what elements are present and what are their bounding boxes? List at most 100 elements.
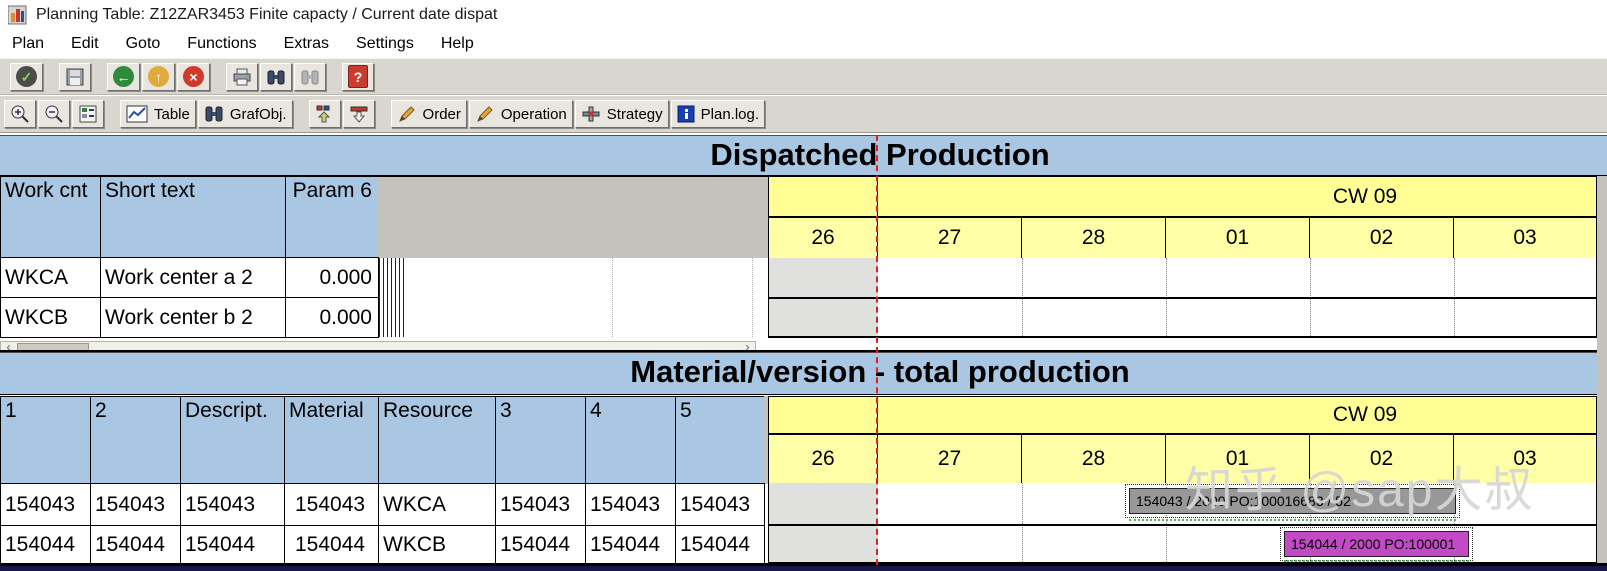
value-cell[interactable]: 154044: [495, 525, 586, 565]
deallocate-button[interactable]: [342, 100, 375, 128]
graf-obj-label: GrafObj.: [229, 105, 287, 123]
day-header: 28: [1021, 217, 1166, 259]
binoculars-icon: [266, 67, 286, 87]
binoculars-next-icon: [300, 67, 320, 87]
descript-cell[interactable]: 154043: [180, 483, 285, 526]
cancel-x-icon: ×: [183, 66, 204, 87]
operation-label: Operation: [500, 105, 567, 123]
gantt-area-dispatched[interactable]: [768, 258, 1597, 338]
column-guide-dotted: [752, 258, 753, 337]
back-button[interactable]: ←: [107, 62, 140, 91]
bottom-divider: [0, 563, 1607, 566]
print-button[interactable]: [226, 62, 258, 91]
short-text-cell[interactable]: Work center b 2: [100, 297, 286, 338]
column-header-5: 5: [675, 396, 765, 484]
short-text-cell[interactable]: Work center a 2: [100, 257, 286, 298]
chart-icon: [126, 105, 148, 123]
cancel-button[interactable]: ×: [177, 62, 210, 91]
menu-bar: Plan Edit Goto Functions Extras Settings…: [0, 30, 1607, 58]
column-header-short-text: Short text: [100, 176, 286, 258]
day-separator: [1454, 483, 1455, 562]
column-header-material: Material: [284, 396, 379, 484]
descript-cell[interactable]: 154044: [180, 525, 285, 565]
work-center-cell[interactable]: WKCB: [0, 297, 101, 338]
plan-log-button[interactable]: Plan.log.: [670, 100, 766, 128]
day-header: 26: [768, 217, 878, 259]
find-button[interactable]: [260, 62, 292, 91]
value-cell[interactable]: 154044: [585, 525, 676, 565]
column-header-2: 2: [90, 396, 181, 484]
material-cell[interactable]: 154044: [0, 525, 91, 565]
help-button[interactable]: ?: [342, 62, 374, 91]
watermark-text: 知乎 @sap大叔: [1185, 464, 1535, 517]
graf-obj-button[interactable]: GrafObj.: [197, 100, 293, 128]
value-cell[interactable]: 154043: [495, 483, 586, 526]
title-bar: Planning Table: Z12ZAR3453 Finite capact…: [0, 0, 1607, 30]
work-center-cell[interactable]: WKCA: [0, 257, 101, 298]
table-view-label: Table: [154, 105, 190, 123]
up-arrow-icon: ↑: [148, 66, 169, 87]
menu-edit[interactable]: Edit: [71, 35, 99, 52]
scroll-left-arrow[interactable]: ‹: [6, 340, 11, 354]
zoom-out-icon: [44, 104, 64, 124]
column-header-3: 3: [495, 396, 586, 484]
week-header-empty-cell: [768, 176, 878, 218]
day-header: 01: [1165, 217, 1310, 259]
collapsed-columns-stripes: [379, 258, 405, 337]
app-icon: [8, 5, 28, 25]
material-cell[interactable]: 154044: [90, 525, 181, 565]
detail-list-button[interactable]: [72, 100, 104, 128]
order-bar-154043[interactable]: 154043 / 2000 PO:100016683 / 52: [1125, 484, 1460, 518]
zoom-out-button[interactable]: [38, 100, 70, 128]
exit-button[interactable]: ↑: [142, 62, 175, 91]
zoom-in-button[interactable]: [4, 100, 36, 128]
column-header-resource: Resource: [378, 396, 496, 484]
section-divider: [0, 350, 1607, 352]
window-bottom-edge: [0, 566, 1607, 571]
application-toolbar: Table GrafObj. Order: [0, 96, 1607, 133]
column-header-descript: Descript.: [180, 396, 285, 484]
menu-plan[interactable]: Plan: [12, 35, 45, 52]
selection-underline: [1129, 519, 1456, 521]
order-button[interactable]: Order: [390, 100, 467, 128]
strategy-label: Strategy: [606, 105, 663, 123]
find-next-button[interactable]: [294, 62, 326, 91]
header-filler-area: [378, 176, 769, 258]
operation-button[interactable]: Operation: [468, 100, 573, 128]
material-cell[interactable]: 154043: [90, 483, 181, 526]
week-header-cell: CW 09: [877, 176, 1597, 218]
param6-cell[interactable]: 0.000: [285, 297, 379, 338]
pencil-icon: [475, 104, 495, 124]
material-cell[interactable]: 154043: [284, 483, 379, 526]
value-cell[interactable]: 154044: [675, 525, 765, 565]
deallocate-icon: [349, 104, 369, 124]
menu-goto[interactable]: Goto: [125, 35, 161, 52]
day-header: 27: [877, 217, 1022, 259]
menu-settings[interactable]: Settings: [356, 35, 414, 52]
day-header: 03: [1453, 217, 1597, 259]
table-view-button[interactable]: Table: [120, 100, 196, 128]
value-cell[interactable]: 154043: [585, 483, 676, 526]
order-label: Order: [422, 105, 461, 123]
dispatch-button[interactable]: [308, 100, 341, 128]
save-button[interactable]: [59, 62, 91, 91]
param6-cell[interactable]: 0.000: [285, 257, 379, 298]
material-cell[interactable]: 154044: [284, 525, 379, 565]
column-header-work-cnt: Work cnt: [0, 176, 101, 258]
detail-list-icon: [78, 104, 98, 124]
current-date-line: [876, 135, 878, 565]
resource-cell[interactable]: WKCB: [378, 525, 496, 565]
material-cell[interactable]: 154043: [0, 483, 91, 526]
info-icon: [677, 105, 695, 123]
order-bar-154044[interactable]: 154044 / 2000 PO:100001: [1280, 527, 1473, 561]
menu-extras[interactable]: Extras: [283, 35, 330, 52]
strategy-button[interactable]: Strategy: [574, 100, 669, 128]
menu-functions[interactable]: Functions: [187, 35, 257, 52]
scroll-right-arrow[interactable]: ›: [745, 340, 750, 354]
right-edge-filler: [1597, 176, 1607, 563]
selection-underline: [1284, 560, 1469, 562]
ok-button[interactable]: ✓: [10, 62, 43, 91]
menu-help[interactable]: Help: [440, 35, 474, 52]
resource-cell[interactable]: WKCA: [378, 483, 496, 526]
value-cell[interactable]: 154043: [675, 483, 765, 526]
